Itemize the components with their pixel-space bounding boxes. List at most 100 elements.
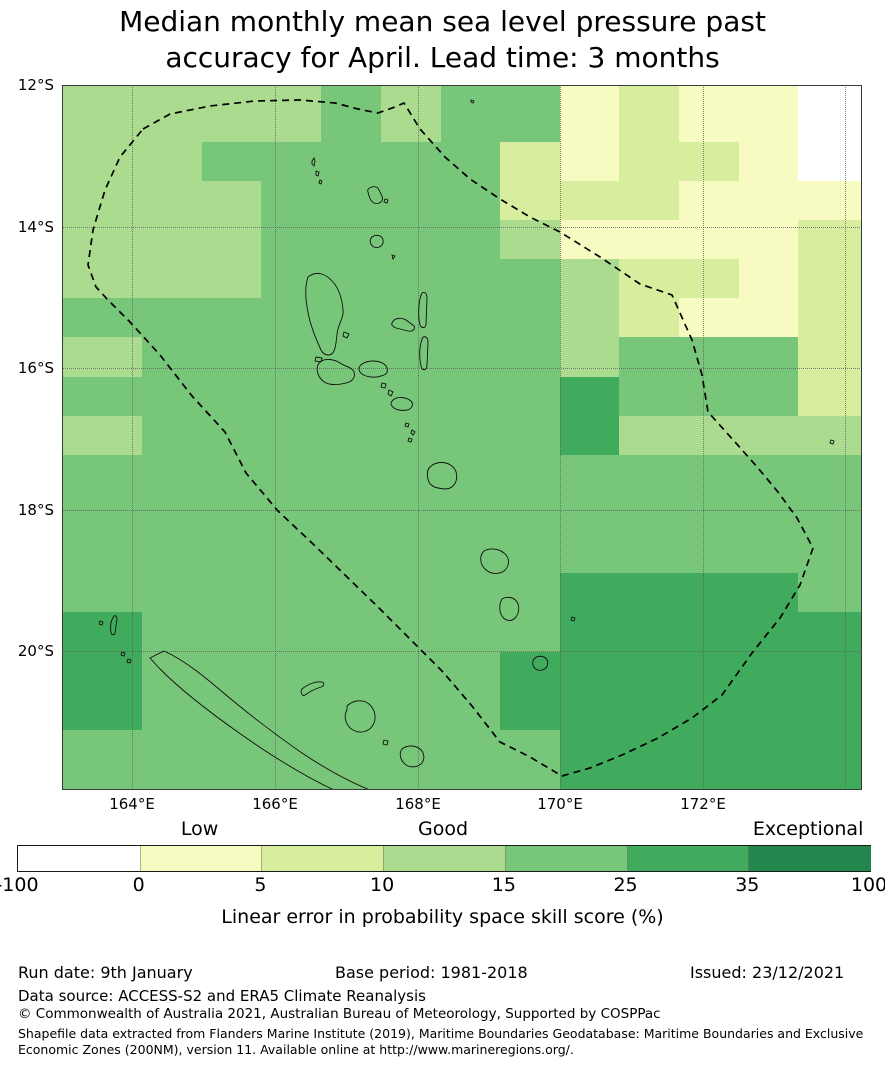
grid-cell xyxy=(739,181,798,220)
page-title-line1: Median monthly mean sea level pressure p… xyxy=(119,5,766,38)
grid-cell xyxy=(62,298,142,337)
colorbar-tick-label: 10 xyxy=(370,874,395,896)
grid-cell xyxy=(560,298,619,337)
island-coastline xyxy=(149,650,371,790)
page-title-line2: accuracy for April. Lead time: 3 months xyxy=(165,41,720,74)
grid-cell xyxy=(142,220,202,259)
grid-cell xyxy=(202,220,261,259)
colorbar-qualitative-label: Good xyxy=(417,818,469,840)
x-axis-tick-label: 172°E xyxy=(680,795,726,813)
grid-cell xyxy=(500,573,560,612)
grid-cell xyxy=(739,612,798,652)
grid-cell xyxy=(500,85,560,142)
grid-cell xyxy=(619,494,679,534)
eez-boundary-dashed-outline xyxy=(87,99,814,777)
grid-cell xyxy=(500,730,560,790)
grid-cell xyxy=(441,573,500,612)
grid-cell xyxy=(261,298,321,337)
grid-cell xyxy=(62,730,142,790)
island-coastline xyxy=(305,272,350,363)
meridian-gridline xyxy=(703,85,704,790)
grid-cell xyxy=(739,337,798,377)
grid-cell xyxy=(441,377,500,416)
grid-cell xyxy=(381,494,441,534)
grid-cell xyxy=(619,181,679,220)
island-coastline xyxy=(570,616,576,622)
grid-cell xyxy=(142,337,202,377)
grid-cell xyxy=(62,652,142,691)
grid-cell xyxy=(381,181,441,220)
grid-cell xyxy=(381,455,441,494)
island-coastline xyxy=(532,655,549,671)
shapefile-note-line1: Shapefile data extracted from Flanders M… xyxy=(18,1026,864,1041)
grid-cell xyxy=(619,534,679,573)
meridian-gridline xyxy=(132,85,133,790)
parallel-gridline xyxy=(62,368,862,369)
grid-cell xyxy=(679,337,739,377)
grid-cell xyxy=(62,142,142,181)
grid-cell xyxy=(441,142,500,181)
grid-cell xyxy=(560,377,619,416)
grid-cell xyxy=(798,573,862,612)
grid-cell xyxy=(62,337,142,377)
grid-cell xyxy=(202,534,261,573)
grid-cell xyxy=(62,455,142,494)
grid-cell xyxy=(619,220,679,259)
grid-cell xyxy=(261,534,321,573)
island-coastline xyxy=(391,317,415,332)
colorbar-segment xyxy=(261,846,385,871)
grid-cell xyxy=(739,494,798,534)
grid-cell xyxy=(798,259,862,298)
grid-cell xyxy=(321,298,381,337)
island-coastline xyxy=(390,397,413,411)
grid-cell xyxy=(798,337,862,377)
grid-cell xyxy=(441,416,500,455)
grid-cell xyxy=(381,691,441,730)
grid-cell xyxy=(441,494,500,534)
grid-cell xyxy=(381,298,441,337)
base-period-text: Base period: 1981-2018 xyxy=(335,963,528,982)
colorbar xyxy=(17,845,871,872)
grid-cell xyxy=(500,259,560,298)
grid-cell xyxy=(261,337,321,377)
island-coastline xyxy=(344,700,376,733)
grid-cell xyxy=(321,455,381,494)
grid-cell xyxy=(560,691,619,730)
grid-cell xyxy=(142,455,202,494)
grid-cell xyxy=(142,259,202,298)
colorbar-caption: Linear error in probability space skill … xyxy=(221,906,664,928)
x-axis-tick-label: 168°E xyxy=(395,795,441,813)
island-coastline xyxy=(470,99,475,104)
grid-cell xyxy=(321,612,381,652)
grid-cell xyxy=(619,259,679,298)
grid-cell xyxy=(321,142,381,181)
grid-cell xyxy=(202,573,261,612)
grid-cell xyxy=(500,534,560,573)
grid-cell xyxy=(261,691,321,730)
grid-cell xyxy=(441,612,500,652)
x-axis-tick-label: 170°E xyxy=(537,795,583,813)
grid-cell xyxy=(560,416,619,455)
grid-cell xyxy=(202,691,261,730)
grid-cell xyxy=(202,259,261,298)
grid-cell xyxy=(679,573,739,612)
grid-cell xyxy=(500,691,560,730)
colorbar-tick-label: 25 xyxy=(613,874,638,896)
grid-cell xyxy=(798,377,862,416)
colorbar-segment xyxy=(748,846,871,871)
grid-cell xyxy=(500,455,560,494)
grid-cell xyxy=(261,416,321,455)
grid-cell xyxy=(62,494,142,534)
grid-cell xyxy=(441,652,500,691)
copyright-text: © Commonwealth of Australia 2021, Austra… xyxy=(18,1006,661,1022)
grid-cell xyxy=(798,181,862,220)
grid-cell xyxy=(500,494,560,534)
grid-cell xyxy=(739,730,798,790)
grid-cell xyxy=(798,691,862,730)
grid-cell xyxy=(142,298,202,337)
grid-cell xyxy=(560,573,619,612)
grid-cell xyxy=(739,298,798,337)
grid-cell xyxy=(798,142,862,181)
colorbar-tick-label: 100 xyxy=(850,874,885,896)
